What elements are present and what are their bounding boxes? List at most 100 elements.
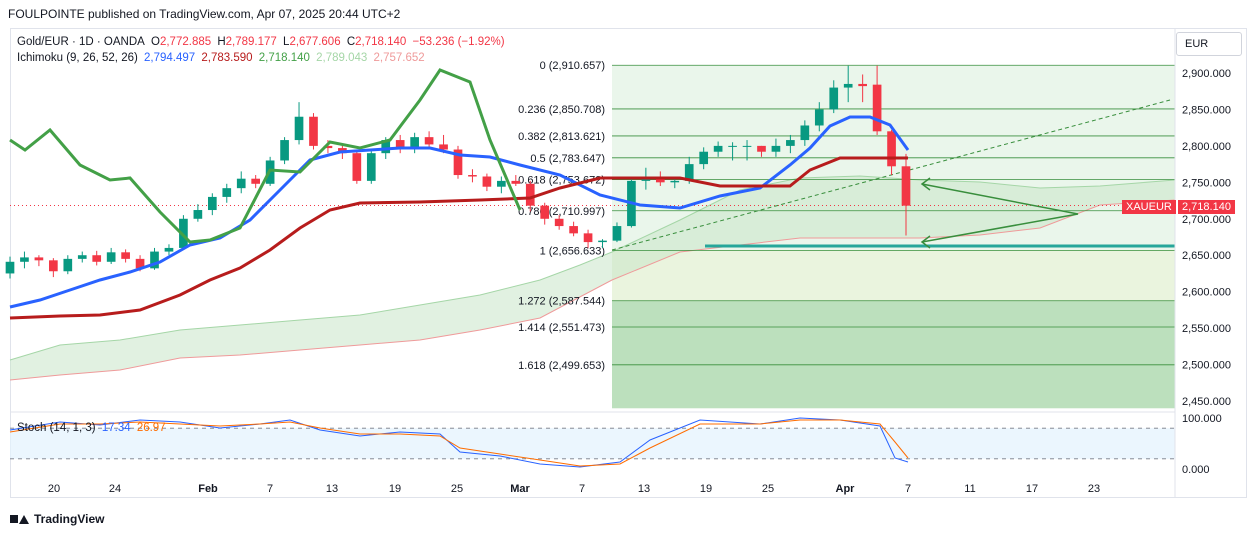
ichimoku-lead-a: 2,789.043 bbox=[316, 52, 368, 64]
fib-label: 0.382 (2,813.621) bbox=[518, 131, 605, 143]
candle-body bbox=[771, 145, 781, 152]
candle-body bbox=[901, 166, 911, 206]
legend-symbol: Gold/EUR · 1D · OANDA bbox=[17, 36, 145, 48]
candle-body bbox=[381, 140, 391, 154]
time-tick: 7 bbox=[579, 483, 585, 495]
candle-body bbox=[63, 258, 73, 272]
fib-label: 0.5 (2,783.647) bbox=[530, 153, 605, 165]
candle-body bbox=[164, 247, 174, 252]
ichimoku-base-line bbox=[9, 156, 908, 320]
price-tick: 2,450.000 bbox=[1182, 396, 1231, 408]
header: FOULPOINTE published on TradingView.com,… bbox=[0, 0, 1257, 28]
time-tick: Mar bbox=[510, 483, 530, 495]
ichimoku-cloud bbox=[10, 176, 1175, 380]
candle-body bbox=[366, 153, 376, 181]
price-tick: 2,600.000 bbox=[1182, 287, 1231, 299]
last-price-tag: 2,718.140 bbox=[1178, 200, 1235, 214]
candle-body bbox=[511, 180, 521, 184]
ichimoku-base: 2,783.590 bbox=[201, 52, 253, 64]
candle-body bbox=[352, 153, 362, 181]
fib-label: 1.414 (2,551.473) bbox=[518, 322, 605, 334]
candle-body bbox=[193, 210, 203, 219]
time-tick: 7 bbox=[267, 483, 273, 495]
price-tick: 2,850.000 bbox=[1182, 104, 1231, 116]
candle-body bbox=[843, 83, 853, 88]
candle-body bbox=[800, 125, 810, 141]
candle-body bbox=[294, 116, 304, 141]
legend-stoch: Stoch (14, 1, 3) 17.34 26.97 bbox=[17, 422, 169, 434]
candle-body bbox=[424, 137, 434, 145]
legend-close: 2,718.140 bbox=[355, 36, 407, 48]
arrow-head-lower bbox=[920, 235, 931, 249]
candle-body bbox=[829, 87, 839, 110]
price-tick: 2,550.000 bbox=[1182, 323, 1231, 335]
candle-body bbox=[92, 255, 102, 262]
fib-label: 1 (2,656.633) bbox=[540, 245, 605, 257]
ichimoku-lagging-line bbox=[9, 68, 522, 244]
candle-body bbox=[236, 178, 246, 189]
candle-body bbox=[468, 175, 477, 177]
fib-label: 0 (2,910.657) bbox=[540, 60, 605, 72]
ichimoku-label: Ichimoku (9, 26, 52, 26) bbox=[17, 52, 138, 64]
legend-high-label: H bbox=[217, 36, 226, 48]
candle-body bbox=[713, 145, 723, 152]
time-tick: 13 bbox=[638, 483, 650, 495]
footer-brand-text: TradingView bbox=[34, 512, 105, 526]
candle-body bbox=[569, 226, 578, 234]
legend-change: −53.236 (−1.92%) bbox=[412, 36, 505, 48]
candle-body bbox=[410, 137, 419, 148]
candle-body bbox=[323, 145, 333, 149]
candle-body bbox=[540, 205, 550, 219]
candle-body bbox=[497, 180, 506, 187]
candle-body bbox=[728, 145, 737, 147]
price-tick: 2,700.000 bbox=[1182, 214, 1231, 226]
candle-body bbox=[106, 252, 116, 262]
candle-body bbox=[121, 252, 130, 259]
ichimoku-lagging: 2,718.140 bbox=[258, 52, 310, 64]
time-tick: 25 bbox=[762, 483, 774, 495]
legend-ichimoku: Ichimoku (9, 26, 52, 26) 2,794.497 2,783… bbox=[17, 52, 428, 64]
legend-high: 2,789.177 bbox=[225, 36, 277, 48]
ichimoku-lead-b-line bbox=[9, 199, 1176, 381]
fib-zone-mid bbox=[612, 250, 1175, 301]
price-tick: 2,650.000 bbox=[1182, 250, 1231, 262]
ichimoku-conversion-line bbox=[9, 115, 910, 309]
projection-arrow bbox=[921, 183, 1079, 243]
fib-label: 0.236 (2,850.708) bbox=[518, 104, 605, 116]
candle-body bbox=[439, 144, 448, 150]
fib-label: 0.786 (2,710.997) bbox=[518, 206, 605, 218]
publish-line: FOULPOINTE published on TradingView.com,… bbox=[8, 7, 401, 21]
footer-brand: TradingView bbox=[10, 512, 104, 526]
candle-body bbox=[887, 131, 896, 167]
candle-body bbox=[20, 257, 29, 262]
fib-zone-lower bbox=[612, 300, 1175, 409]
time-tick: 11 bbox=[964, 483, 975, 495]
stoch-k-line bbox=[9, 417, 909, 468]
stoch-tick: 0.000 bbox=[1182, 464, 1210, 476]
ichimoku-lead-a-line bbox=[9, 175, 1176, 361]
time-tick: Feb bbox=[198, 483, 218, 495]
time-tick: Apr bbox=[836, 483, 856, 495]
legend-low-label: L bbox=[283, 36, 290, 48]
candle-body bbox=[786, 140, 795, 146]
price-tick: 2,800.000 bbox=[1182, 141, 1231, 153]
candle-body bbox=[77, 255, 87, 259]
legend-close-label: C bbox=[346, 36, 356, 48]
arrow-head-upper bbox=[920, 177, 931, 191]
candle-body bbox=[482, 176, 492, 187]
fib-label: 1.272 (2,587.544) bbox=[518, 296, 605, 308]
price-tick: 2,750.000 bbox=[1182, 177, 1231, 189]
ichimoku-conversion: 2,794.497 bbox=[144, 52, 196, 64]
candle-body bbox=[612, 226, 622, 241]
candle-body bbox=[309, 116, 318, 146]
candle-body bbox=[814, 109, 824, 126]
stoch-band bbox=[10, 428, 1175, 459]
candle-body bbox=[858, 83, 867, 87]
candle-body bbox=[34, 257, 44, 261]
candle-body bbox=[699, 151, 709, 165]
legend-open-label: O bbox=[151, 36, 160, 48]
currency-button[interactable]: EUR bbox=[1176, 32, 1242, 56]
stoch-d-line bbox=[9, 419, 909, 467]
time-tick: 25 bbox=[451, 483, 463, 495]
